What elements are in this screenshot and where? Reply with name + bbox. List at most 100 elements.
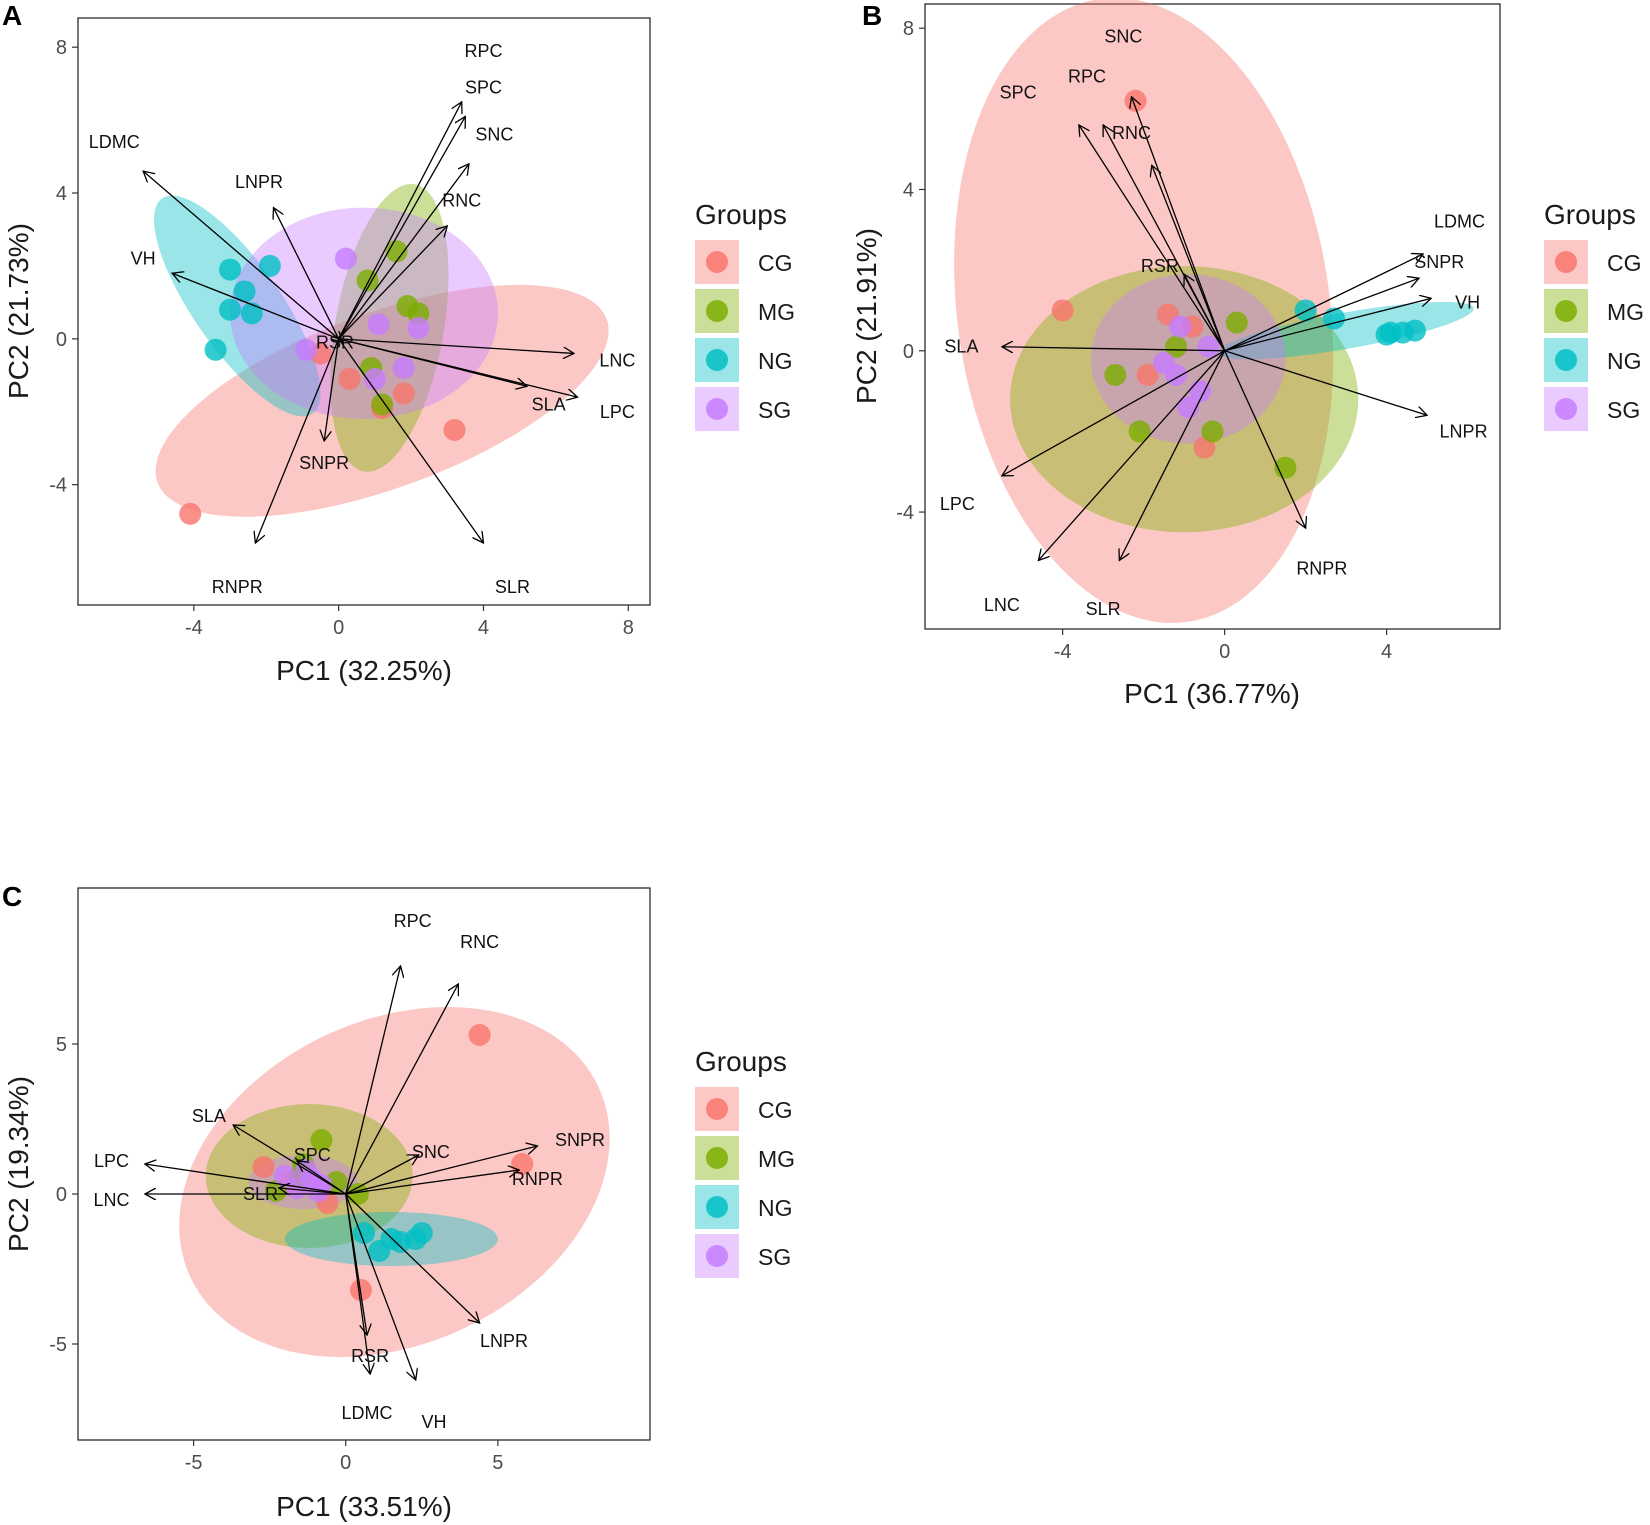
x-tick-label: 0 [1219,641,1230,663]
point-cg [1051,299,1074,322]
loading-arrow-lpc [1002,350,1225,476]
loading-arrow-rsr [1184,274,1226,352]
legend-marker-sg [706,398,728,420]
loading-label-ldmc: LDMC [89,132,140,152]
ellipse-cg [954,0,1334,623]
loading-arrow-rnpr [255,338,340,543]
legend-marker-ng [706,1196,728,1218]
loading-label-spc: SPC [294,1145,331,1165]
loading-label-lnpr: LNPR [1440,421,1488,441]
point-ng [1322,307,1345,330]
panel-letter-c: C [2,881,22,912]
loading-label-spc: SPC [465,77,502,97]
y-tick-label: 4 [903,179,914,201]
point-ng [240,302,263,325]
point-sg [1152,351,1175,374]
loading-label-rsr: RSR [1141,256,1179,276]
legend-marker-cg [1555,251,1577,273]
y-tick-label: 4 [56,183,67,205]
loading-arrow-ldmc [345,1193,367,1335]
ellipse-ng [1218,301,1474,360]
point-mg [371,393,394,416]
loading-arrow-lpc [145,1164,346,1195]
loading-arrow-rnpr [345,1170,519,1195]
y-tick-label: -4 [896,502,914,524]
legend-label-mg: MG [1607,299,1644,325]
loading-arrow-slr [338,338,484,543]
legend-label-ng: NG [758,348,793,374]
point-ng [1294,299,1317,322]
loading-arrow-snpr [324,338,340,441]
legend-label-cg: CG [1607,250,1642,276]
legend-label-mg: MG [758,299,795,325]
loading-label-lpc: LPC [600,402,635,422]
plot-border [77,887,651,1441]
loading-arrow-spc [297,1161,347,1195]
loading-label-rpc: RPC [394,911,432,931]
point-cg [443,418,466,441]
loading-arrow-spc [338,116,466,340]
loading-arrow-rpc [338,102,462,340]
loading-label-rsr: RSR [351,1346,389,1366]
point-sg [407,316,430,339]
loading-arrow-rpc [345,966,401,1195]
loading-label-ldmc: LDMC [342,1403,393,1423]
loading-arrow-lnpr [273,208,340,340]
loading-label-rpc: RPC [464,41,502,61]
loading-label-rnpr: RNPR [512,1169,563,1189]
loading-arrow-lnc [1038,350,1226,561]
point-ng [233,280,256,303]
point-cg [338,367,361,390]
loading-label-rnc: RNC [1112,123,1151,143]
legend-marker-sg [1555,398,1577,420]
loading-arrow-rsr [339,339,343,343]
point-sg [295,338,318,361]
loading-arrow-vh [1224,298,1432,352]
legend-title: Groups [1544,199,1636,230]
loading-arrow-ldmc [1224,254,1423,352]
panel-letter-a: A [2,0,22,31]
legend-marker-cg [706,1098,728,1120]
point-ng [1379,321,1402,344]
loading-label-vh: VH [131,249,156,269]
point-mg [1201,420,1224,443]
legend-label-mg: MG [758,1146,795,1172]
loading-arrow-rnc [1152,165,1226,352]
point-cg [392,382,415,405]
point-ng [389,1231,412,1253]
loading-label-slr: SLR [243,1184,278,1204]
loading-arrow-spc [1079,125,1226,352]
point-mg [1128,420,1151,443]
point-mg [346,1183,369,1205]
y-tick-label: 8 [56,37,67,59]
point-mg [356,269,379,292]
loading-label-rnc: RNC [442,190,481,210]
loading-label-rpc: RPC [1068,67,1106,87]
y-tick-label: -4 [49,475,67,497]
loading-arrow-snc [338,164,469,340]
loading-label-lpc: LPC [940,494,975,514]
loading-arrow-snc [1132,97,1226,351]
loading-label-lnc: LNC [93,1190,129,1210]
legend-label-cg: CG [758,250,793,276]
point-sg [392,357,415,380]
point-cg [349,1279,372,1301]
loading-label-lpc: LPC [94,1151,129,1171]
loading-label-lnc: LNC [984,595,1020,615]
loading-label-sla: SLA [532,394,566,414]
legend: Groups CG MG NG SG [695,1046,795,1278]
point-sg [310,1174,333,1196]
x-tick-label: 0 [333,617,344,639]
x-tick-label: -5 [185,1452,203,1474]
loading-arrow-ldmc [143,171,340,340]
x-axis-title: PC1 (33.51%) [276,1491,452,1522]
point-mg [310,1129,333,1151]
legend-label-sg: SG [758,1244,791,1270]
y-tick-label: 8 [903,18,914,40]
point-sg [367,313,390,336]
legend-marker-sg [706,1245,728,1267]
loading-label-sla: SLA [192,1106,226,1126]
x-tick-label: 4 [1381,641,1392,663]
panel-letter-b: B [862,0,882,31]
y-tick-label: 5 [56,1034,67,1056]
